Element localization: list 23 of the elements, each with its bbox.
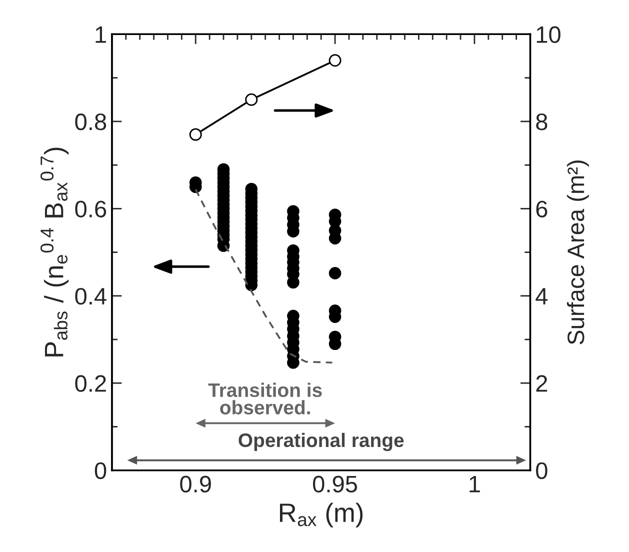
y-tick-label: 1 [96, 26, 106, 43]
y2-tick-label: 0 [536, 462, 548, 480]
annotation: Operational range [238, 432, 404, 452]
point [189, 128, 202, 141]
point [328, 54, 342, 67]
y2-tick-label: 6 [536, 200, 548, 218]
y-tick-label: 0.4 [75, 288, 106, 305]
y2-tick-label: 4 [536, 288, 548, 304]
point [245, 93, 258, 106]
y2-tick-label: 2 [536, 375, 548, 392]
y2-tick-label: 8 [536, 114, 548, 130]
y-tick-label: 0.8 [75, 114, 106, 130]
x-tick-label: 1 [470, 476, 480, 492]
y-tick-label: 0 [94, 462, 106, 480]
x-tick-label: 0.95 [312, 476, 358, 493]
y2-axis-title: Surface Area (m²) [566, 160, 589, 344]
y-tick-label: 0.6 [75, 200, 106, 218]
annotation: Transition is observed. [208, 382, 322, 414]
x-axis-title: R$_{ax}$ (m) [280, 502, 363, 528]
y-tick-label: 0.2 [75, 375, 106, 392]
y2-tick-label: 10 [536, 26, 560, 44]
x-tick-label: 0.9 [180, 476, 211, 493]
text: P$_{abs}$ / (n$_{e}$$^{0.4}$ B$_{ax}$$^{0.7}$) [40, 148, 69, 356]
